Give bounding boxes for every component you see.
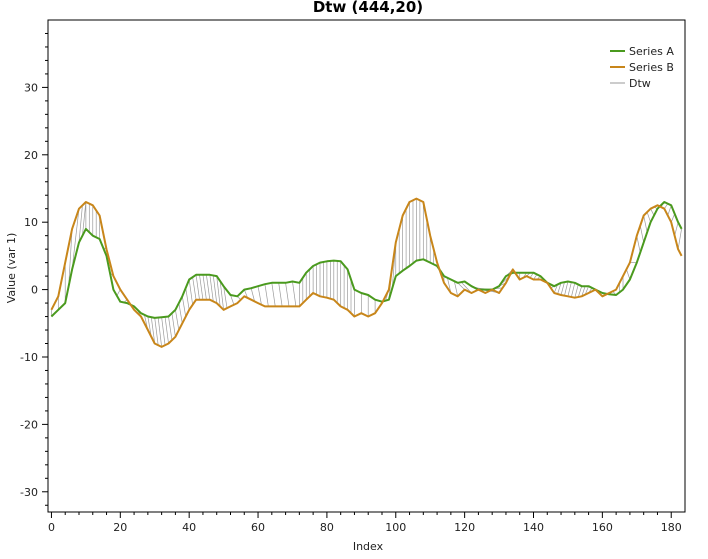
dtw-link xyxy=(285,282,290,307)
legend: Series A Series B Dtw xyxy=(610,45,674,90)
dtw-link xyxy=(264,284,269,307)
dtw-link xyxy=(553,284,558,294)
dtw-link xyxy=(178,303,183,324)
x-tick-label: 60 xyxy=(251,521,265,534)
dtw-link xyxy=(643,215,648,233)
y-tick-label: -20 xyxy=(20,418,38,431)
dtw-link xyxy=(581,286,586,297)
dtw-link xyxy=(175,309,180,331)
dtw-link xyxy=(78,205,83,243)
dtw-link xyxy=(626,269,631,280)
y-tick-label: 30 xyxy=(24,81,38,94)
series-b-line xyxy=(50,197,683,348)
dtw-link xyxy=(564,281,569,296)
dtw-link xyxy=(257,286,262,305)
dtw-link xyxy=(219,281,224,310)
x-tick-label: 100 xyxy=(385,521,406,534)
dtw-link xyxy=(557,282,562,295)
dtw-link xyxy=(584,286,589,295)
dtw-link xyxy=(574,284,579,298)
dtw-link xyxy=(577,286,583,298)
x-tick-label: 0 xyxy=(48,521,55,534)
dtw-link xyxy=(202,274,207,300)
dtw-link xyxy=(164,316,169,344)
dtw-link xyxy=(636,235,641,253)
x-tick-label: 20 xyxy=(113,521,127,534)
y-tick-label: 10 xyxy=(24,216,38,229)
dtw-link xyxy=(168,316,173,341)
y-tick-label: 20 xyxy=(24,149,38,162)
dtw-link xyxy=(188,279,193,305)
dtw-link xyxy=(154,317,159,346)
x-tick-label: 40 xyxy=(182,521,196,534)
plot-area xyxy=(47,19,686,513)
series-lines xyxy=(50,197,683,348)
legend-label-series-a: Series A xyxy=(629,45,674,58)
dtw-link xyxy=(209,274,214,302)
x-axis-label: Index xyxy=(353,540,384,553)
dtw-link xyxy=(667,205,672,216)
y-axis: -30 -20 -10 0 10 20 30 xyxy=(20,32,48,506)
dtw-link xyxy=(639,225,645,243)
y-tick-label: 0 xyxy=(31,284,38,297)
dtw-link xyxy=(674,222,679,236)
x-tick-label: 120 xyxy=(454,521,475,534)
dtw-link xyxy=(560,282,565,296)
dtw-link xyxy=(206,274,211,300)
plot-border xyxy=(47,19,686,513)
dtw-link xyxy=(150,317,156,344)
y-axis-label: Value (var 1) xyxy=(5,233,18,304)
y-tick-label: -10 xyxy=(20,351,38,364)
dtw-link xyxy=(157,317,162,347)
x-tick-label: 140 xyxy=(523,521,544,534)
dtw-link xyxy=(457,282,465,290)
x-axis: 0 20 40 60 80 100 120 140 160 180 xyxy=(48,512,682,534)
dtw-link xyxy=(670,213,675,223)
dtw-link xyxy=(292,281,297,307)
dtw-link xyxy=(230,294,235,305)
dtw-link xyxy=(161,317,166,346)
chart-title: Dtw (444,20) xyxy=(313,0,423,16)
dtw-link xyxy=(271,282,276,307)
dtw-link xyxy=(278,282,283,307)
dtw-link xyxy=(212,275,218,304)
dtw-link xyxy=(646,211,651,223)
dtw-link xyxy=(199,274,204,300)
dtw-link xyxy=(82,201,87,236)
dtw-link xyxy=(116,289,121,296)
dtw-link xyxy=(223,286,228,309)
dtw-link xyxy=(192,277,197,300)
dtw-link xyxy=(567,282,572,297)
legend-label-series-b: Series B xyxy=(629,61,674,74)
dtw-link xyxy=(571,282,576,298)
dtw-link xyxy=(195,274,200,300)
dtw-link xyxy=(71,208,80,270)
x-tick-label: 80 xyxy=(320,521,334,534)
legend-label-dtw: Dtw xyxy=(629,77,651,90)
dtw-link xyxy=(216,276,221,307)
dtw-link xyxy=(677,228,682,250)
dtw-link xyxy=(453,281,459,297)
dtw-link xyxy=(68,228,73,287)
x-tick-label: 160 xyxy=(592,521,613,534)
dtw-link xyxy=(171,313,176,337)
dtw-link xyxy=(650,208,655,216)
y-tick-label: -30 xyxy=(20,486,38,499)
series-a-line xyxy=(50,201,683,319)
dtw-link xyxy=(181,296,187,317)
dtw-link xyxy=(185,287,190,310)
dtw-link xyxy=(250,288,255,302)
x-tick-label: 180 xyxy=(661,521,682,534)
